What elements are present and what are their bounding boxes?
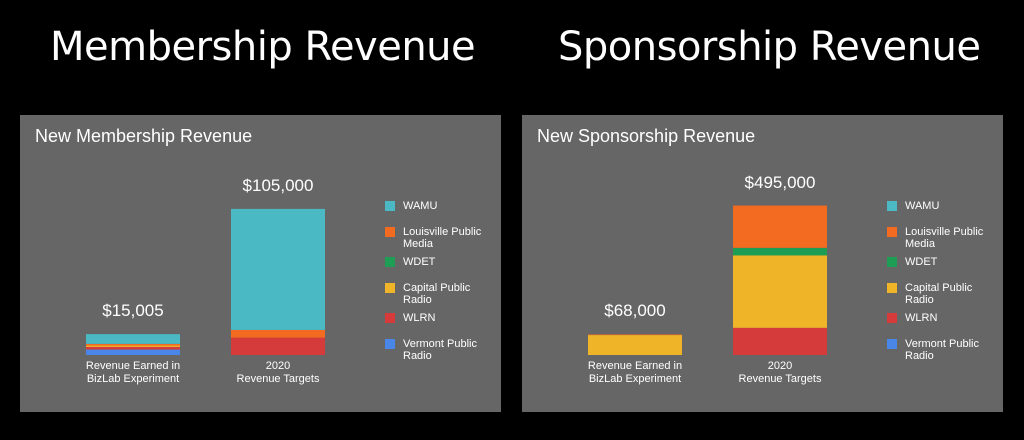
membership-legend-label: Vermont Public [403,338,477,350]
sponsorship-category-label-2: 2020 Revenue Targets [738,360,822,385]
membership-legend-item-louisville-public-media: Louisville Public Media [385,226,501,250]
membership-legend-item-wlrn: WLRN [385,312,501,324]
membership-total-label-2: $105,000 [242,175,314,195]
sponsorship-bar-1-louisville-public-media [588,334,682,336]
membership-bar-1-wamu [86,334,180,344]
sponsorship-legend-item-louisville-public-media: Louisville Public Media [887,226,1003,250]
sponsorship-legend-item-wdet: WDET [887,256,1003,268]
sponsorship-legend-item-wamu: WAMU [887,200,1003,212]
sponsorship-chart-panel: New Sponsorship Revenue $68,000 Revenue E… [522,115,1003,412]
membership-legend-label: Radio [403,294,432,306]
sponsorship-legend-item-vermont-public-radio: Vermont Public Radio [887,338,1003,362]
membership-legend-label: Radio [403,350,432,362]
membership-bar-1-louisville-public-media [86,343,180,346]
sponsorship-legend-label: Vermont Public [905,338,979,350]
heading-membership-revenue: Membership Revenue [50,24,476,70]
sponsorship-bar-2-wlrn [733,327,827,355]
membership-legend-label: Media [403,238,433,250]
membership-legend-swatch-wamu [385,201,395,211]
membership-legend-item-wamu: WAMU [385,200,501,212]
membership-legend-label: Capital Public [403,282,471,294]
membership-bar-2-wlrn [231,337,325,355]
membership-bar-1-vermont-public-radio [86,349,180,355]
sponsorship-total-label-1: $68,000 [604,301,666,321]
sponsorship-legend-label: WAMU [905,200,940,212]
membership-legend-label: WDET [403,256,436,268]
membership-legend-swatch-wlrn [385,313,395,323]
membership-legend-label: WAMU [403,200,438,212]
sponsorship-legend-swatch-capital-public-radio [887,283,897,293]
sponsorship-legend-label: Louisville Public [905,226,984,238]
membership-legend-swatch-wdet [385,257,395,267]
heading-sponsorship-revenue: Sponsorship Revenue [558,24,981,70]
membership-legend-item-wdet: WDET [385,256,501,268]
membership-bar-2-wamu [231,208,325,330]
membership-legend-label: WLRN [403,312,436,324]
membership-bar-2-louisville-public-media [231,329,325,338]
sponsorship-legend-label: Media [905,238,935,250]
sponsorship-legend-swatch-louisville-public-media [887,227,897,237]
membership-bar-1-capital-public-radio [86,345,180,347]
membership-total-label-1: $15,005 [102,301,164,321]
sponsorship-legend-swatch-wdet [887,257,897,267]
sponsorship-legend-label: Radio [905,294,934,306]
sponsorship-category-label-1: Revenue Earned in BizLab Experiment [587,360,683,385]
sponsorship-legend-label: Capital Public [905,282,973,294]
sponsorship-legend: WAMU Louisville Public Media WDET Capital Pu… [887,200,1003,368]
membership-legend: WAMU Louisville Public Media WDET Capital Pu… [385,200,501,368]
membership-legend-item-capital-public-radio: Capital Public Radio [385,282,501,306]
sponsorship-legend-label: WDET [905,256,938,268]
sponsorship-bar-2-wdet [733,247,827,256]
membership-legend-label: Louisville Public [403,226,482,238]
sponsorship-legend-swatch-wlrn [887,313,897,323]
sponsorship-bar-2-capital-public-radio [733,255,827,328]
membership-category-label-1: Revenue Earned in BizLab Experiment [85,360,181,385]
membership-chart-title: New Membership Revenue [35,126,253,146]
sponsorship-legend-label: WLRN [905,312,938,324]
sponsorship-total-label-2: $495,000 [744,172,816,192]
sponsorship-legend-swatch-wamu [887,201,897,211]
membership-legend-item-vermont-public-radio: Vermont Public Radio [385,338,501,362]
sponsorship-legend-item-capital-public-radio: Capital Public Radio [887,282,1003,306]
sponsorship-legend-swatch-vermont-public-radio [887,339,897,349]
membership-legend-swatch-capital-public-radio [385,283,395,293]
sponsorship-legend-label: Radio [905,350,934,362]
sponsorship-chart-title: New Sponsorship Revenue [537,126,756,146]
sponsorship-bar-1-capital-public-radio [588,335,682,355]
sponsorship-bar-2-louisville-public-media [733,205,827,248]
membership-legend-swatch-vermont-public-radio [385,339,395,349]
membership-legend-swatch-louisville-public-media [385,227,395,237]
membership-bar-1-wlrn [86,346,180,350]
membership-chart-panel: New Membership Revenue $15,005 Revenue Ea… [20,115,501,412]
membership-category-label-2: 2020 Revenue Targets [236,360,320,385]
membership-chart-svg [86,208,325,355]
sponsorship-chart-svg [588,205,827,355]
sponsorship-legend-item-wlrn: WLRN [887,312,1003,324]
